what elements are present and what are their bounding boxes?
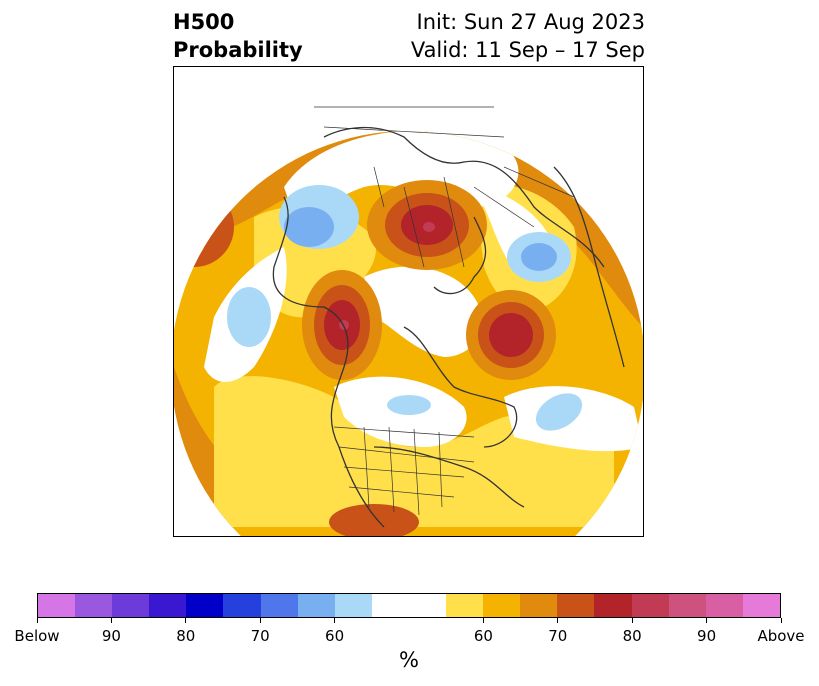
colorbar-segment <box>75 594 113 617</box>
colorbar-segment <box>705 594 743 617</box>
polar-map <box>174 106 643 536</box>
coastlines <box>272 126 625 528</box>
colorbar-tick-mark <box>780 618 782 623</box>
colorbar-segment <box>631 594 669 617</box>
colorbar-segment <box>297 594 335 617</box>
colorbar-tick-label: 80 <box>176 627 196 645</box>
colorbar-segment <box>38 594 76 617</box>
valid-period: Init: Sun 27 Aug 2023 Valid: 11 Sep – 17… <box>411 8 645 64</box>
colorbar-tick-label: 60 <box>473 627 493 645</box>
colorbar-tick-mark <box>185 618 187 623</box>
colorbar-tick-label: 60 <box>325 627 345 645</box>
colorbar-segment <box>112 594 150 617</box>
colorbar-tick-label: 90 <box>101 627 121 645</box>
colorbar-tick-mark <box>110 618 112 623</box>
colorbar-segment <box>668 594 706 617</box>
colorbar-tick-mark <box>631 618 633 623</box>
colorbar-segment <box>483 594 521 617</box>
colorbar-tick-label: 70 <box>548 627 568 645</box>
colorbar-segment <box>520 594 558 617</box>
colorbar-tick-mark <box>36 618 38 623</box>
colorbar-tick-mark <box>482 618 484 623</box>
title-line-1: H500 <box>173 10 235 34</box>
init-date: Init: Sun 27 Aug 2023 <box>416 10 645 34</box>
colorbar-segment <box>594 594 632 617</box>
colorbar-segment <box>742 594 780 617</box>
colorbar-segment <box>446 594 484 617</box>
colorbar-segment <box>149 594 187 617</box>
valid-range: Valid: 11 Sep – 17 Sep <box>410 38 645 62</box>
colorbar-tick-label: 80 <box>622 627 642 645</box>
colorbar-segment <box>557 594 595 617</box>
colorbar-segment <box>186 594 224 617</box>
colorbar-tick-label: Below <box>14 627 60 645</box>
colorbar-segment <box>371 594 447 617</box>
probability-field <box>174 131 643 536</box>
title-line-2: Probability <box>173 38 303 62</box>
colorbar-tick-label: Above <box>757 627 805 645</box>
colorbar-segment <box>260 594 298 617</box>
colorbar-tick-mark <box>334 618 336 623</box>
colorbar-tick-mark <box>557 618 559 623</box>
colorbar-tick-mark <box>259 618 261 623</box>
colorbar-segment <box>223 594 261 617</box>
political-boundaries <box>314 106 575 516</box>
colorbar <box>37 593 781 618</box>
colorbar-tick-label: 70 <box>250 627 270 645</box>
colorbar-unit-label: % <box>399 648 419 672</box>
chart-title: H500 Probability <box>173 8 303 64</box>
colorbar-segment <box>334 594 372 617</box>
colorbar-tick-label: 90 <box>697 627 717 645</box>
colorbar-tick-mark <box>706 618 708 623</box>
map-panel <box>173 66 644 537</box>
